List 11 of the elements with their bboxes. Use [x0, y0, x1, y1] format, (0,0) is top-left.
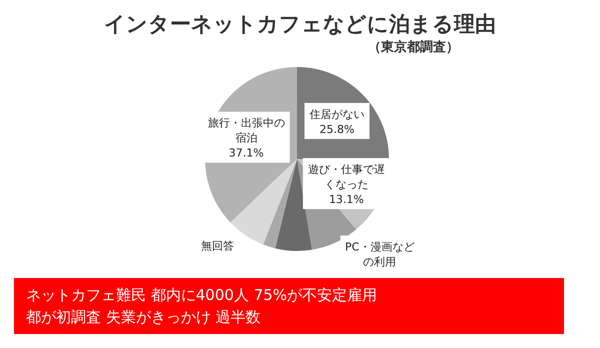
data-label: 37.1%: [228, 146, 264, 160]
banner: ネットカフェ難民 都内に4000人 75%が不安定雇用 都が初調査 失業がきっかけ 過半数: [14, 278, 564, 334]
slice-label: PC・漫画などの利用: [345, 240, 414, 269]
data-label: 13.1%: [328, 193, 364, 206]
slice-label: 遊び・仕事で遅くなった: [308, 163, 385, 192]
slice-label: 旅行・出張中の宿泊: [208, 116, 285, 145]
data-label: 25.8%: [320, 122, 354, 136]
slice-label: 住居がない: [310, 108, 364, 121]
chart-title: インターネットカフェなどに泊まる理由: [103, 11, 497, 38]
slice-label: 無回答: [200, 240, 234, 253]
chart-subtitle: （東京都調査）: [368, 38, 459, 56]
